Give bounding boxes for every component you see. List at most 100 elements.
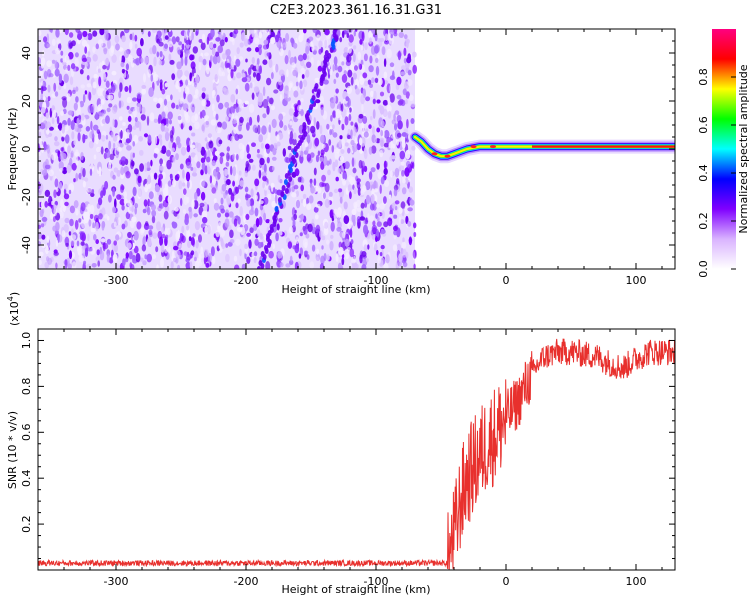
noise-blob bbox=[178, 243, 183, 249]
noise-blob bbox=[160, 226, 165, 233]
y-tick-label: 0.6 bbox=[20, 424, 33, 442]
noise-blob bbox=[87, 233, 90, 242]
noise-blob bbox=[389, 29, 395, 36]
noise-blob bbox=[40, 223, 45, 228]
noise-blob bbox=[411, 155, 414, 163]
noise-blob bbox=[181, 235, 186, 243]
noise-blob bbox=[347, 69, 353, 78]
noise-blob bbox=[198, 55, 203, 63]
noise-blob bbox=[153, 97, 158, 103]
noise-blob bbox=[175, 136, 181, 145]
noise-blob bbox=[137, 188, 143, 198]
noise-blob bbox=[379, 105, 385, 115]
noise-blob bbox=[125, 252, 129, 259]
noise-blob bbox=[279, 120, 284, 128]
noise-blob bbox=[255, 217, 260, 228]
diagonal-feature-point bbox=[302, 122, 307, 128]
noise-blob bbox=[224, 218, 230, 228]
noise-blob bbox=[254, 178, 260, 187]
noise-blob bbox=[127, 54, 133, 63]
noise-blob bbox=[301, 33, 304, 41]
noise-blob bbox=[348, 34, 354, 43]
noise-blob bbox=[356, 143, 361, 151]
diagonal-feature-point bbox=[316, 89, 321, 95]
noise-blob bbox=[278, 218, 283, 223]
noise-blob bbox=[146, 206, 151, 216]
noise-blob bbox=[219, 156, 224, 165]
noise-blob bbox=[349, 228, 353, 238]
noise-blob bbox=[125, 63, 129, 71]
noise-blob bbox=[405, 99, 408, 105]
noise-blob bbox=[110, 131, 114, 138]
noise-blob bbox=[112, 206, 116, 214]
noise-blob bbox=[380, 120, 385, 128]
noise-blob bbox=[328, 139, 332, 146]
noise-blob bbox=[370, 167, 376, 173]
noise-blob bbox=[47, 96, 51, 102]
noise-blob bbox=[171, 73, 176, 81]
noise-blob bbox=[250, 64, 255, 70]
noise-blob bbox=[292, 86, 298, 92]
noise-blob bbox=[326, 254, 330, 261]
noise-blob bbox=[319, 156, 324, 162]
noise-blob bbox=[120, 61, 125, 68]
noise-blob bbox=[258, 31, 263, 39]
noise-blob bbox=[118, 47, 124, 52]
noise-blob bbox=[167, 111, 173, 120]
noise-blob bbox=[58, 84, 62, 91]
noise-blob bbox=[390, 34, 393, 39]
noise-blob bbox=[262, 59, 268, 65]
colorbar-tick-label: 0.0 bbox=[697, 260, 710, 278]
noise-blob bbox=[363, 80, 369, 87]
noise-blob bbox=[359, 39, 363, 45]
noise-blob bbox=[188, 209, 193, 219]
noise-blob bbox=[360, 94, 365, 105]
noise-blob bbox=[38, 151, 41, 157]
noise-blob bbox=[297, 54, 304, 62]
noise-blob bbox=[371, 77, 375, 84]
noise-blob bbox=[170, 94, 173, 101]
noise-blob bbox=[69, 76, 74, 86]
noise-blob bbox=[407, 207, 413, 212]
noise-blob bbox=[376, 162, 380, 170]
noise-blob bbox=[51, 38, 56, 47]
noise-blob bbox=[303, 227, 308, 235]
noise-blob bbox=[163, 98, 168, 106]
noise-blob bbox=[341, 254, 345, 259]
noise-blob bbox=[92, 81, 97, 89]
noise-blob bbox=[235, 202, 239, 209]
noise-blob bbox=[335, 108, 341, 119]
noise-blob bbox=[181, 225, 185, 234]
noise-blob bbox=[311, 89, 315, 94]
noise-blob bbox=[38, 232, 43, 240]
noise-blob bbox=[266, 77, 272, 86]
noise-blob bbox=[268, 58, 273, 68]
noise-blob bbox=[93, 234, 97, 241]
noise-blob bbox=[190, 237, 195, 246]
noise-blob bbox=[46, 43, 51, 48]
noise-blob bbox=[374, 45, 379, 54]
noise-blob bbox=[213, 110, 216, 118]
noise-blob bbox=[379, 203, 385, 210]
snr-frame bbox=[37, 328, 676, 571]
noise-blob bbox=[216, 94, 220, 103]
noise-blob bbox=[205, 262, 210, 268]
noise-blob bbox=[413, 232, 417, 237]
noise-blob bbox=[78, 101, 81, 112]
noise-blob bbox=[410, 161, 414, 169]
noise-blob bbox=[132, 97, 138, 102]
noise-blob bbox=[297, 176, 302, 183]
noise-blob bbox=[148, 229, 153, 236]
noise-blob bbox=[127, 231, 132, 239]
noise-blob bbox=[160, 258, 164, 268]
noise-blob bbox=[231, 112, 235, 119]
noise-blob bbox=[321, 235, 326, 241]
noise-blob bbox=[210, 29, 215, 38]
noise-blob bbox=[218, 67, 224, 77]
noise-blob bbox=[347, 147, 351, 154]
spectrogram-noise-field bbox=[38, 29, 418, 269]
noise-blob bbox=[406, 160, 411, 168]
noise-blob bbox=[201, 99, 207, 107]
noise-blob bbox=[245, 58, 248, 63]
noise-blob bbox=[306, 254, 310, 260]
